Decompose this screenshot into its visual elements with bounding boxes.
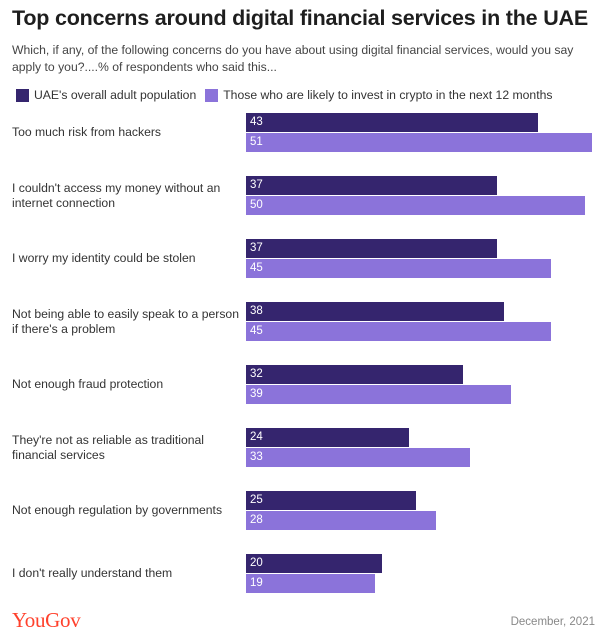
chart-title: Top concerns around digital financial se… [12, 6, 588, 30]
bar-overall [246, 113, 538, 132]
chart-subtitle: Which, if any, of the following concerns… [12, 43, 574, 74]
bar-overall [246, 491, 416, 510]
legend-swatch-crypto [205, 88, 219, 102]
bar-overall [246, 239, 498, 258]
category-label: Not enough regulation by governments [12, 503, 240, 518]
category-label: I couldn't access my money without an int… [12, 181, 240, 211]
bar-crypto [246, 448, 470, 467]
bar-value-label-overall: 24 [250, 431, 263, 443]
bar-value-label-crypto: 45 [250, 262, 263, 274]
legend-label-overall: UAE's overall adult population [34, 88, 197, 102]
category-label-line: They're not as reliable as traditional [12, 432, 205, 447]
bar-crypto [246, 385, 511, 404]
category-label-line: I couldn't access my money without an [12, 180, 221, 195]
bar-value-label-crypto: 51 [250, 136, 263, 148]
legend-swatch-overall [16, 88, 29, 102]
category-label-line: internet connection [12, 195, 115, 210]
bar-crypto [246, 259, 552, 278]
bar-overall [246, 428, 409, 447]
yougov-logo: YouGov [12, 608, 81, 632]
category-label-line: Not enough regulation by governments [12, 503, 223, 517]
category-label: Not being able to easily speak to a pers… [12, 307, 240, 337]
category-label-line: if there's a problem [12, 321, 116, 336]
category-label: I don't really understand them [12, 566, 240, 581]
bar-value-label-overall: 25 [250, 494, 263, 506]
legend-label-crypto: Those who are likely to invest in crypto… [223, 88, 553, 102]
bar-value-label-crypto: 33 [250, 451, 263, 463]
bar-value-label-crypto: 19 [250, 577, 263, 589]
category-label-line: I worry my identity could be stolen [12, 251, 196, 265]
bar-overall [246, 302, 504, 321]
category-label: Not enough fraud protection [12, 377, 240, 392]
bar-value-label-overall: 37 [250, 242, 263, 254]
bar-overall [246, 176, 498, 195]
legend: UAE's overall adult population Those who… [16, 88, 552, 102]
legend-item-overall: UAE's overall adult population [16, 88, 196, 102]
bar-crypto [246, 511, 436, 530]
category-label-line: Not being able to easily speak to a pers… [12, 306, 239, 321]
category-label-line: Not enough fraud protection [12, 377, 164, 391]
bar-value-label-overall: 20 [250, 557, 263, 569]
bar-crypto [246, 322, 552, 341]
category-label-line: Too much risk from hackers [12, 125, 161, 139]
bar-value-label-overall: 32 [250, 368, 263, 380]
category-label: Too much risk from hackers [12, 125, 240, 140]
bar-value-label-crypto: 28 [250, 514, 263, 526]
bar-value-label-overall: 38 [250, 305, 263, 317]
bar-crypto [246, 133, 592, 152]
bar-value-label-crypto: 39 [250, 388, 263, 400]
category-label-line: financial services [12, 447, 105, 462]
bar-value-label-crypto: 45 [250, 325, 263, 337]
bar-overall [246, 554, 382, 573]
publication-date: December, 2021 [510, 616, 595, 628]
bar-crypto [246, 574, 375, 593]
category-label-line: I don't really understand them [12, 566, 173, 580]
bar-value-label-overall: 37 [250, 179, 263, 191]
bar-value-label-crypto: 50 [250, 199, 263, 211]
bar-value-label-overall: 43 [250, 116, 263, 128]
bar-crypto [246, 196, 586, 215]
bar-overall [246, 365, 464, 384]
legend-item-crypto: Those who are likely to invest in crypto… [205, 88, 552, 102]
category-label: I worry my identity could be stolen [12, 251, 240, 266]
category-label: They're not as reliable as traditional fi… [12, 433, 240, 463]
